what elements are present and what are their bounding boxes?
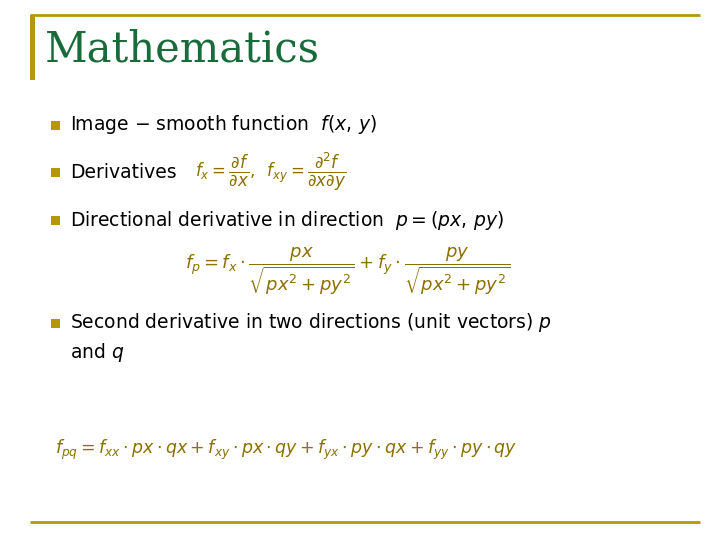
Text: $f_x = \dfrac{\partial f}{\partial x},\;\; f_{xy} = \dfrac{\partial^2 f}{\partia: $f_x = \dfrac{\partial f}{\partial x},\;… [195,151,346,193]
Bar [50,319,60,327]
Text: Mathematics: Mathematics [45,29,320,71]
Text: Derivatives: Derivatives [70,163,176,181]
Text: Second derivative in two directions (unit vectors) $p$: Second derivative in two directions (uni… [70,312,552,334]
Bar [50,215,60,225]
Text: Directional derivative in direction  $p = (px,\, py)$: Directional derivative in direction $p =… [70,208,504,232]
Bar [50,167,60,177]
Bar [30,15,35,80]
Text: $f_{pq} = f_{xx} \cdot px \cdot qx + f_{xy} \cdot px \cdot qy + f_{yx} \cdot py : $f_{pq} = f_{xx} \cdot px \cdot qx + f_{… [55,438,518,462]
Text: and $q$: and $q$ [70,341,125,365]
Bar [50,120,60,130]
Text: Image $-$ smooth function  $f(x,\, y)$: Image $-$ smooth function $f(x,\, y)$ [70,113,377,137]
Text: $f_p = f_x \cdot \dfrac{px}{\sqrt{px^2+py^2}} + f_y \cdot \dfrac{py}{\sqrt{px^2+: $f_p = f_x \cdot \dfrac{px}{\sqrt{px^2+p… [185,246,510,298]
